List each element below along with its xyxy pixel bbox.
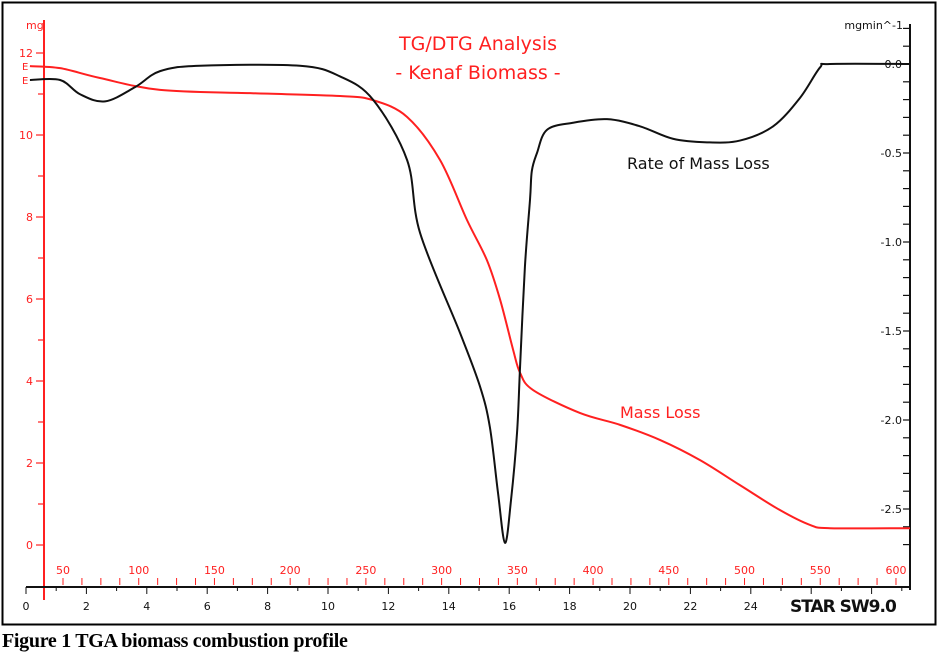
x2-tick-label: 400 [583, 564, 604, 577]
x2-tick-label: 550 [810, 564, 831, 577]
x-tick-label: 2 [83, 600, 90, 613]
x2-tick-label: 150 [204, 564, 225, 577]
x-tick-label: 12 [381, 600, 395, 613]
y-left-tick-label: 8 [26, 211, 33, 224]
x-tick-label: 4 [143, 600, 150, 613]
y-left-tick-label: 2 [26, 457, 33, 470]
series-label-rate: Rate of Mass Loss [627, 154, 770, 173]
y-right-tick-label: -1.5 [881, 325, 902, 338]
figure-frame [1, 1, 937, 626]
x-tick-label: 18 [563, 600, 577, 613]
x2-tick-label: 350 [507, 564, 528, 577]
x2-tick-label: 500 [734, 564, 755, 577]
x-tick-label: 10 [321, 600, 335, 613]
y-right-tick-label: -2.0 [881, 414, 902, 427]
x2-tick-label: 50 [56, 564, 70, 577]
y-left-label: mg [26, 19, 44, 32]
x2-tick-label: 450 [658, 564, 679, 577]
y-left-tick-label: 4 [26, 375, 33, 388]
figure-caption: Figure 1 TGA biomass combustion profile [2, 630, 348, 652]
x-tick-label: 6 [204, 600, 211, 613]
y-right-tick-label: -1.0 [881, 236, 902, 249]
chart-title: TG/DTG Analysis [398, 33, 557, 55]
chart-subtitle: - Kenaf Biomass - [395, 62, 560, 84]
rate-start-marker: E [22, 76, 28, 87]
x2-tick-label: 300 [431, 564, 452, 577]
y-right-tick-label: -2.5 [881, 503, 902, 516]
x2-tick-label: 600 [885, 564, 906, 577]
x-tick-label: 8 [264, 600, 271, 613]
y-left-tick-label: 0 [26, 539, 33, 552]
x-tick-label: 14 [442, 600, 456, 613]
mass-start-marker: E [22, 62, 28, 73]
x2-tick-label: 200 [280, 564, 301, 577]
mass-loss-line [29, 65, 910, 530]
y-left-tick-label: 6 [26, 293, 33, 306]
y-right-label: mgmin^-1 [844, 19, 903, 32]
y-left-tick-label: 10 [19, 129, 33, 142]
rate-of-mass-loss-line [29, 62, 910, 544]
x-tick-label: 20 [623, 600, 637, 613]
y-right-tick-label: -0.5 [881, 147, 902, 160]
y-left-tick-label: 12 [19, 47, 33, 60]
x2-tick-label: 250 [355, 564, 376, 577]
x-tick-label: 16 [502, 600, 516, 613]
x2-tick-label: 100 [128, 564, 149, 577]
x-tick-label: 0 [23, 600, 30, 613]
star-logo: STAR SW9.0 [790, 597, 897, 617]
x-tick-label: 22 [683, 600, 697, 613]
x-tick-label: 24 [744, 600, 758, 613]
series-label-mass: Mass Loss [620, 403, 700, 422]
